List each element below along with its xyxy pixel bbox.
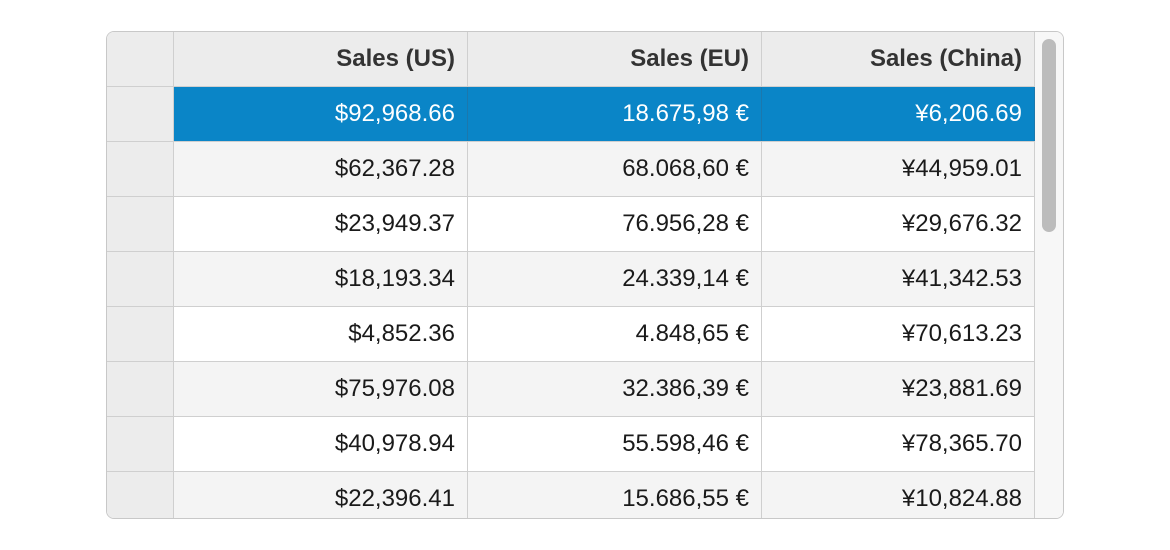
cell-sales-us[interactable]: $4,852.36 — [174, 307, 468, 361]
cell-sales-us[interactable]: $18,193.34 — [174, 252, 468, 306]
table-row[interactable]: $92,968.66 18.675,98 € ¥6,206.69 — [107, 87, 1035, 142]
table-row[interactable]: $40,978.94 55.598,46 € ¥78,365.70 — [107, 417, 1035, 472]
row-header-cell[interactable] — [107, 472, 174, 518]
row-header-cell[interactable] — [107, 362, 174, 416]
cell-sales-china[interactable]: ¥41,342.53 — [762, 252, 1035, 306]
cell-sales-us[interactable]: $22,396.41 — [174, 472, 468, 518]
table-row[interactable]: $75,976.08 32.386,39 € ¥23,881.69 — [107, 362, 1035, 417]
cell-sales-eu[interactable]: 4.848,65 € — [468, 307, 762, 361]
cell-sales-china[interactable]: ¥78,365.70 — [762, 417, 1035, 471]
column-header-row: Sales (US) Sales (EU) Sales (China) — [107, 32, 1035, 87]
vertical-scrollbar[interactable] — [1035, 32, 1063, 518]
cell-sales-us[interactable]: $40,978.94 — [174, 417, 468, 471]
data-grid[interactable]: Sales (US) Sales (EU) Sales (China) $92,… — [106, 31, 1064, 519]
table-row[interactable]: $4,852.36 4.848,65 € ¥70,613.23 — [107, 307, 1035, 362]
cell-sales-eu[interactable]: 76.956,28 € — [468, 197, 762, 251]
row-header-cell[interactable] — [107, 87, 174, 141]
column-header-sales-china[interactable]: Sales (China) — [762, 32, 1035, 86]
row-header-cell[interactable] — [107, 307, 174, 361]
row-header-cell[interactable] — [107, 417, 174, 471]
cell-sales-china[interactable]: ¥44,959.01 — [762, 142, 1035, 196]
cell-sales-eu[interactable]: 18.675,98 € — [468, 87, 762, 141]
row-header-cell[interactable] — [107, 197, 174, 251]
cell-sales-eu[interactable]: 55.598,46 € — [468, 417, 762, 471]
cell-sales-china[interactable]: ¥29,676.32 — [762, 197, 1035, 251]
cell-sales-us[interactable]: $75,976.08 — [174, 362, 468, 416]
table-row[interactable]: $18,193.34 24.339,14 € ¥41,342.53 — [107, 252, 1035, 307]
table-row[interactable]: $22,396.41 15.686,55 € ¥10,824.88 — [107, 472, 1035, 518]
cell-sales-eu[interactable]: 32.386,39 € — [468, 362, 762, 416]
scrollbar-thumb[interactable] — [1042, 39, 1056, 232]
cell-sales-us[interactable]: $92,968.66 — [174, 87, 468, 141]
column-header-sales-us[interactable]: Sales (US) — [174, 32, 468, 86]
table-row[interactable]: $23,949.37 76.956,28 € ¥29,676.32 — [107, 197, 1035, 252]
cell-sales-china[interactable]: ¥10,824.88 — [762, 472, 1035, 518]
cell-sales-us[interactable]: $23,949.37 — [174, 197, 468, 251]
corner-header-cell[interactable] — [107, 32, 174, 86]
cell-sales-china[interactable]: ¥23,881.69 — [762, 362, 1035, 416]
cell-sales-china[interactable]: ¥6,206.69 — [762, 87, 1035, 141]
cell-sales-eu[interactable]: 15.686,55 € — [468, 472, 762, 518]
table-row[interactable]: $62,367.28 68.068,60 € ¥44,959.01 — [107, 142, 1035, 197]
cell-sales-china[interactable]: ¥70,613.23 — [762, 307, 1035, 361]
cell-sales-eu[interactable]: 24.339,14 € — [468, 252, 762, 306]
row-header-cell[interactable] — [107, 142, 174, 196]
column-header-sales-eu[interactable]: Sales (EU) — [468, 32, 762, 86]
cell-sales-eu[interactable]: 68.068,60 € — [468, 142, 762, 196]
row-header-cell[interactable] — [107, 252, 174, 306]
cell-sales-us[interactable]: $62,367.28 — [174, 142, 468, 196]
